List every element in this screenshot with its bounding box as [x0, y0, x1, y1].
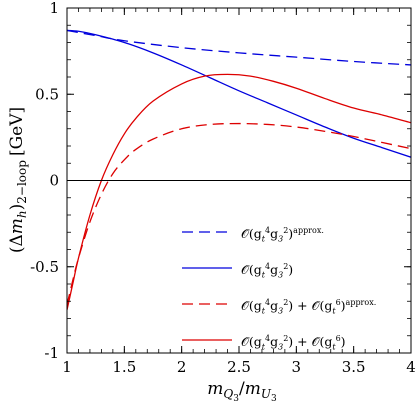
- x-tick-label: 1: [62, 358, 72, 376]
- x-axis-label: mQ3/mU3: [207, 379, 277, 404]
- x-tick-label: 2: [177, 358, 187, 376]
- x-tick-label: 3: [292, 358, 302, 376]
- x-tick-label: 4: [406, 358, 416, 376]
- legend-label-3: 𝒪(gt4g32) + 𝒪(gt6)approx.: [241, 298, 377, 316]
- y-tick-label: 0.5: [35, 85, 59, 103]
- x-tick-label: 3.5: [342, 358, 366, 376]
- series-line-1: [67, 29, 411, 66]
- series-line-3: [67, 122, 411, 305]
- legend-text-4: 𝒪(gt4g32) + 𝒪(gt6): [241, 334, 346, 352]
- y-axis-label: (Δmh)2−loop[GeV]: [7, 107, 29, 253]
- legend-label-2: 𝒪(gt4g32): [241, 262, 294, 280]
- legend-label-1: 𝒪(gt4g32)approx.: [241, 226, 324, 244]
- legend-label-4: 𝒪(gt4g32) + 𝒪(gt6): [241, 334, 346, 352]
- series-line-2: [67, 29, 411, 158]
- series-line-4: [67, 73, 411, 311]
- tick-label-layer: 1 1.5 2 2.5 3 3.5 4 -1 -0.5 0 0.5 1: [30, 0, 416, 376]
- series-layer: [67, 29, 411, 311]
- legend-text-1: 𝒪(gt4g32)approx.: [241, 226, 324, 244]
- y-tick-label: -1: [44, 344, 59, 362]
- y-tick-label: -0.5: [30, 258, 59, 276]
- plot-frame: [66, 7, 412, 354]
- legend: 𝒪(gt4g32)approx. 𝒪(gt4g32) 𝒪(gt4g32) + 𝒪(g…: [182, 226, 377, 352]
- legend-text-3: 𝒪(gt4g32) + 𝒪(gt6)approx.: [241, 298, 377, 316]
- x-tick-label: 1.5: [112, 358, 136, 376]
- x-tick-label: 2.5: [227, 358, 251, 376]
- y-tick-label: 1: [49, 0, 59, 17]
- legend-text-2: 𝒪(gt4g32): [241, 262, 294, 280]
- y-tick-label: 0: [49, 172, 59, 190]
